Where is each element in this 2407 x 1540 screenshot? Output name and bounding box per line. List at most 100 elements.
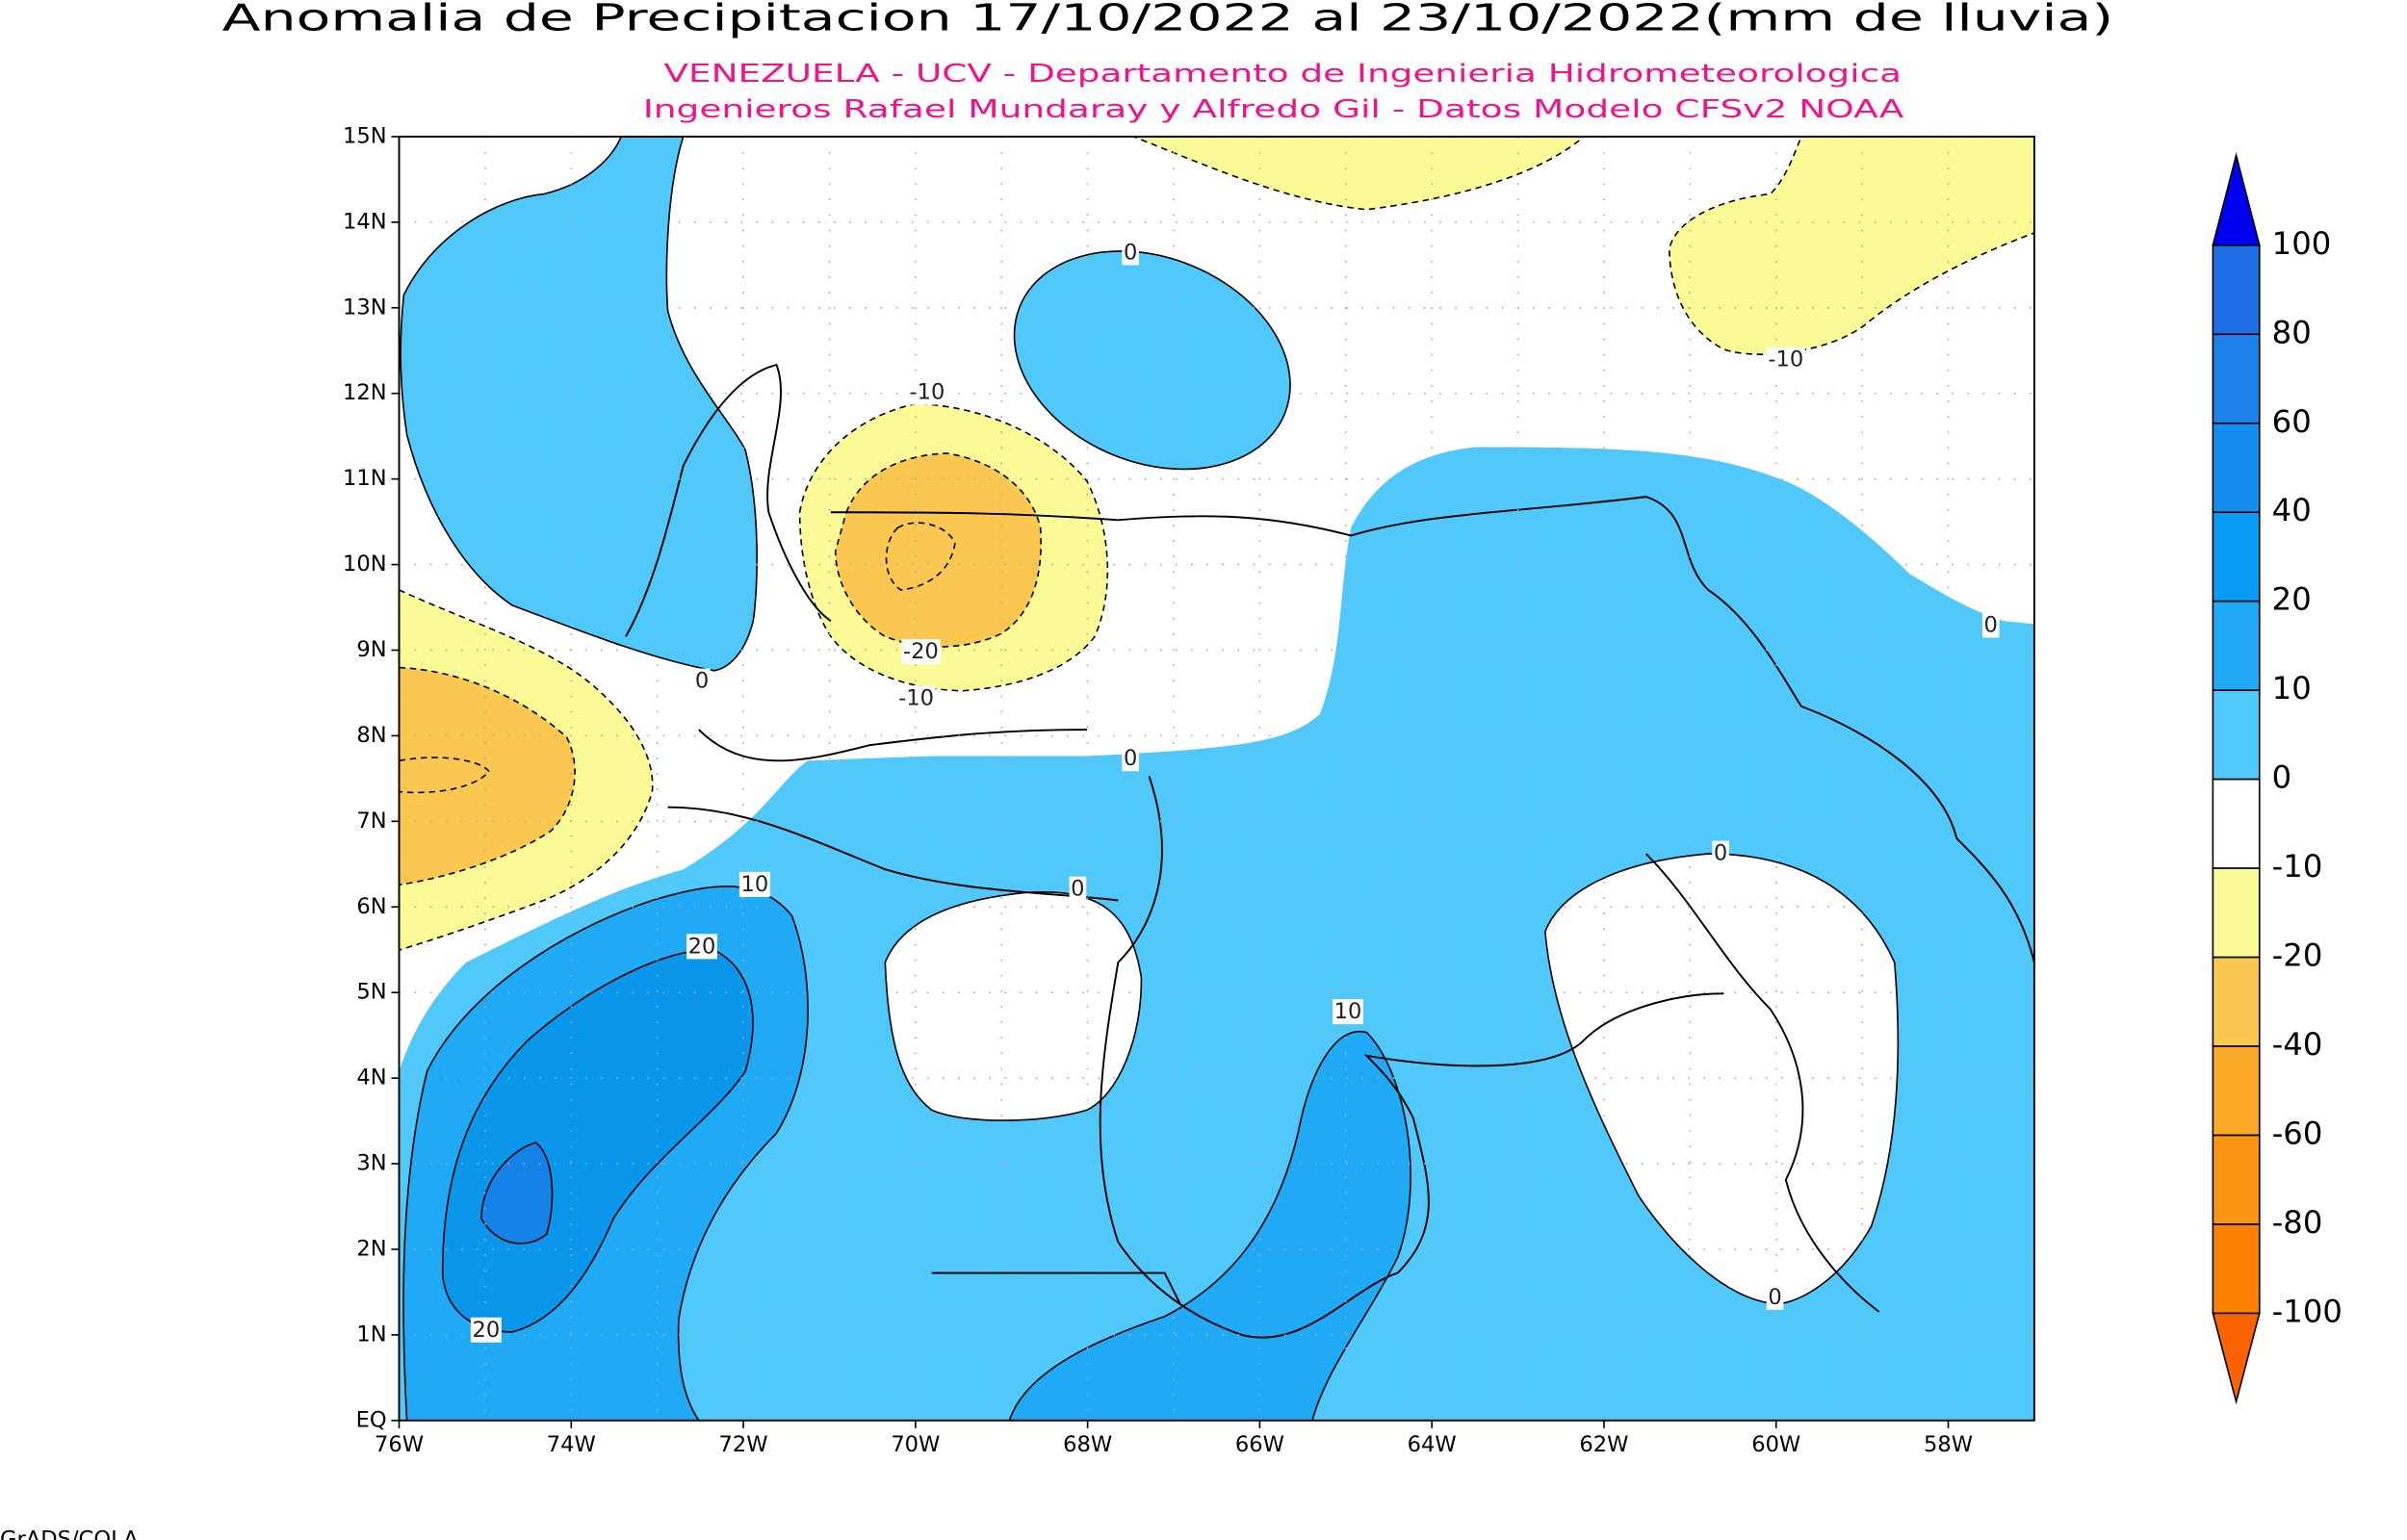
lat-label: 13N — [343, 295, 387, 320]
colorbar-box — [2212, 422, 2261, 514]
contour-label-group: -20 — [901, 638, 941, 664]
lat-label: 1N — [356, 1322, 386, 1347]
lat-label: 4N — [356, 1065, 386, 1091]
label-bg — [470, 1317, 502, 1343]
colorbar-label: -60 — [2272, 1116, 2323, 1152]
colorbar-box — [2212, 1134, 2261, 1225]
contour-label: 10 — [1334, 999, 1362, 1024]
lat-label: 12N — [343, 380, 387, 405]
lat-label: 9N — [356, 637, 386, 662]
label-bg — [1712, 840, 1729, 866]
lat-label: 8N — [356, 723, 386, 748]
contour-label-group: 20 — [470, 1317, 502, 1343]
colorbar-label: 40 — [2272, 492, 2312, 528]
lon-label: 66W — [1235, 1432, 1284, 1457]
contour-label-group: 0 — [693, 668, 711, 694]
label-bg — [1333, 999, 1363, 1025]
colorbar-box — [2212, 511, 2261, 603]
contour-label: 0 — [1768, 1285, 1781, 1310]
contour-label: 0 — [1714, 841, 1727, 866]
label-bg — [896, 685, 936, 711]
field-white — [399, 136, 2034, 1071]
contour-label-group: 10 — [738, 871, 770, 897]
lat-label: 5N — [356, 980, 386, 1005]
footer: GrADS/COLA — [0, 1527, 139, 1540]
contour-label-group: 0 — [1712, 840, 1729, 866]
lat-label: 11N — [343, 466, 387, 491]
lon-label: 68W — [1063, 1432, 1112, 1457]
contour-label-group: 0 — [1122, 746, 1139, 772]
lon-label: 74W — [547, 1432, 596, 1457]
label-bg — [901, 638, 941, 664]
label-bg — [1122, 240, 1139, 266]
contour-label-group: 0 — [1766, 1284, 1784, 1310]
contour — [885, 522, 956, 591]
lon-label: 72W — [719, 1432, 768, 1457]
contour-label: 0 — [1124, 240, 1137, 265]
field-0-10 — [1013, 250, 1291, 471]
lat-label: 10N — [343, 552, 387, 577]
contour-label: 20 — [688, 934, 716, 959]
lon-label: 60W — [1751, 1432, 1800, 1457]
lon-label: 58W — [1924, 1432, 1973, 1457]
lat-label: 15N — [343, 123, 387, 148]
label-bg — [1122, 746, 1139, 772]
colorbar-label: 80 — [2272, 314, 2312, 350]
contour-label-group: -10 — [907, 379, 946, 405]
lat-label: 2N — [356, 1236, 386, 1261]
contour-label: -10 — [1768, 347, 1803, 372]
axes: 15N 14N 13N 12N 11N 10N 9N 8N 7N 6N 5N 4N 3N 2N 1N EQ76… — [343, 123, 1973, 1457]
colorbar-box — [2212, 956, 2261, 1047]
contour-label: 0 — [1071, 877, 1084, 902]
contour-label-group: -10 — [896, 685, 936, 711]
subtitle: VENEZUELA - UCV - Departamento de Ingeni… — [664, 60, 1902, 89]
field-10-20 — [1008, 1030, 1411, 1421]
field-neg10 — [1669, 136, 2034, 355]
colorbar-label: -100 — [2272, 1293, 2342, 1329]
label-bg — [1069, 876, 1087, 902]
colorbar-label: 10 — [2272, 670, 2312, 706]
contour-label-group: 0 — [1069, 876, 1087, 902]
lon-label: 70W — [891, 1432, 940, 1457]
label-bg — [686, 934, 718, 960]
contour-label-group: 0 — [1981, 612, 2000, 638]
lat-label: 7N — [356, 808, 386, 834]
label-bg — [1766, 346, 1805, 372]
contour-label: 0 — [1124, 746, 1137, 771]
colorbar-box — [2212, 778, 2261, 869]
label-bg — [1981, 612, 2000, 638]
lat-label: 14N — [343, 209, 387, 234]
contour-labels: 0 -10 -10 0 -20 -10 0 0 10 20 0 0 10 20 0 — [470, 240, 2000, 1343]
lon-label: 64W — [1408, 1432, 1457, 1457]
colorbar-label: -40 — [2272, 1026, 2323, 1063]
plot-frame — [398, 135, 2035, 1422]
colorbar-label: 60 — [2272, 403, 2312, 440]
field-neg10 — [1133, 136, 1586, 211]
label-bg — [693, 668, 711, 694]
lon-label: 76W — [375, 1432, 424, 1457]
colorbar-box — [2212, 1045, 2261, 1137]
colorbar-label: 100 — [2272, 225, 2332, 262]
colorbar-label: 0 — [2272, 759, 2292, 796]
lon-label: 62W — [1579, 1432, 1628, 1457]
field-white — [1544, 853, 1900, 1305]
label-bg — [907, 379, 946, 405]
contour-label-group: 0 — [1122, 240, 1139, 266]
subtitle: Ingenieros Rafael Mundaray y Alfredo Gil… — [643, 95, 1904, 124]
colorbar-label: 20 — [2272, 581, 2312, 618]
field-white — [884, 890, 1143, 1121]
contour-label: 0 — [695, 669, 709, 694]
lat-label: 6N — [356, 894, 386, 919]
colorbar-box — [2212, 1223, 2261, 1315]
colorbar-box — [2212, 867, 2261, 959]
colorbar-label: -80 — [2272, 1204, 2323, 1241]
label-bg — [738, 871, 770, 897]
contour-label: -20 — [903, 639, 939, 664]
contour-label-group: -10 — [1766, 346, 1805, 372]
contour — [399, 757, 491, 794]
field-neg20 — [399, 666, 576, 886]
colorbar-box — [2212, 689, 2261, 781]
